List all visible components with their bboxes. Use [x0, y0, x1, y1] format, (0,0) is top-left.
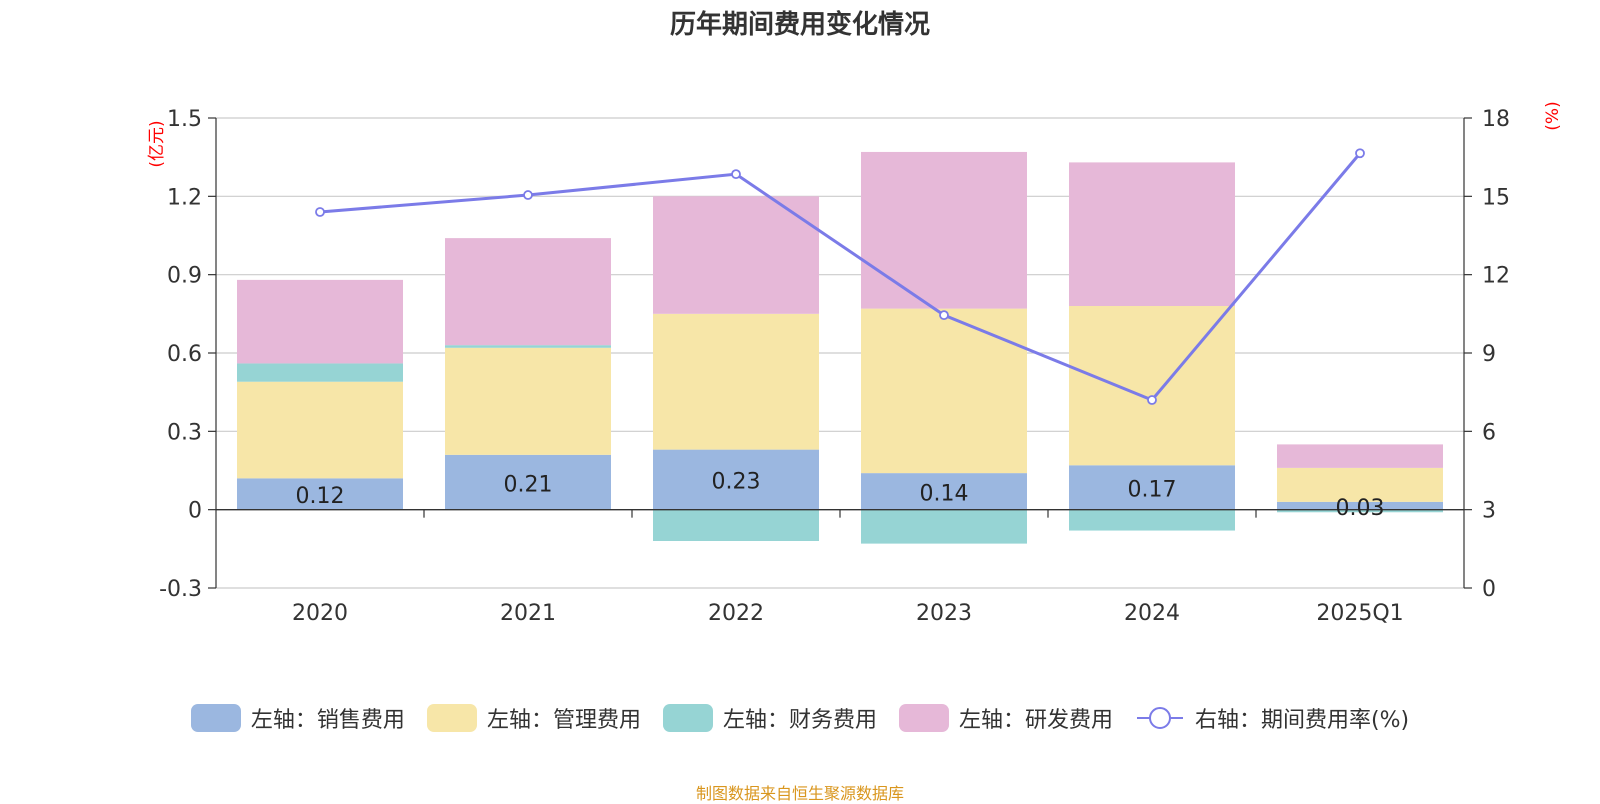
legend-item-rate[interactable]: 右轴：期间费用率(%) — [1135, 702, 1409, 734]
left-axis-tick-label: 0.3 — [167, 420, 202, 445]
bar-finance — [1069, 509, 1235, 531]
legend-swatch — [190, 704, 241, 732]
bar-admin — [445, 347, 611, 455]
right-axis-tick-label: 6 — [1482, 420, 1496, 445]
legend-item-sales[interactable]: 左轴：销售费用 — [190, 702, 405, 734]
right-axis-tick-label: 12 — [1482, 264, 1510, 289]
bar-rd — [1277, 444, 1443, 468]
bar-sales — [1069, 465, 1235, 510]
bar-sales — [445, 454, 611, 510]
chart-title: 历年期间费用变化情况 — [669, 10, 930, 40]
x-axis-category-label: 2025Q1 — [1316, 601, 1403, 626]
legend-line-icon — [1136, 707, 1183, 729]
labels: 0.12 0.21 0.23 0.14 0.17 0.03 — [296, 470, 1385, 521]
legend-item-rd[interactable]: 左轴：研发费用 — [898, 702, 1113, 734]
data-label-sales: 0.14 — [920, 481, 969, 506]
legend-label: 左轴：管理费用 — [486, 708, 641, 733]
data-label-sales: 0.21 — [504, 472, 553, 497]
data-label-sales: 0.17 — [1128, 477, 1177, 502]
bar-rd — [237, 279, 403, 364]
bar-rd — [861, 151, 1027, 309]
bar-sales — [237, 478, 403, 510]
bar-sales — [861, 473, 1027, 510]
legend-label: 右轴：期间费用率(%) — [1194, 708, 1410, 733]
legend-item-finance[interactable]: 左轴：财务费用 — [662, 702, 877, 734]
left-axis-tick-label: 1.5 — [167, 107, 202, 132]
right-axis-tick-label: 18 — [1482, 107, 1510, 132]
data-label-sales: 0.23 — [712, 470, 761, 495]
left-axis-tick-label: 1.2 — [167, 185, 202, 210]
bar-finance — [237, 363, 403, 382]
x-axis-category-label: 2021 — [500, 601, 556, 626]
bar-sales — [1277, 501, 1443, 510]
bar-rd — [1069, 162, 1235, 306]
bar-rd — [653, 196, 819, 314]
rate-line-path — [319, 152, 1362, 402]
bar-admin — [653, 313, 819, 450]
legend-line-marker — [1148, 707, 1171, 729]
legend-label: 左轴：财务费用 — [722, 708, 877, 733]
right-axis-tick-label: 0 — [1482, 577, 1496, 602]
x-axis-category-label: 2020 — [292, 601, 348, 626]
bar-rd — [445, 238, 611, 346]
rate-point — [1147, 395, 1157, 405]
left-axis-tick-label: 0.6 — [167, 342, 202, 367]
data-label-sales: 0.12 — [296, 484, 345, 509]
legend-swatch — [426, 704, 477, 732]
bar-finance — [1277, 509, 1443, 513]
rate-point — [1355, 148, 1365, 159]
bar-admin — [237, 381, 403, 479]
x-axis-category-label: 2023 — [916, 601, 972, 626]
legend-label: 左轴：销售费用 — [250, 708, 405, 733]
x-axis-category-label: 2022 — [708, 601, 764, 626]
legend-item-admin[interactable]: 左轴：管理费用 — [426, 702, 641, 734]
x-axis-category-label: 2024 — [1124, 601, 1180, 626]
legend-label: 左轴：研发费用 — [958, 708, 1113, 733]
right-axis-tick-label: 9 — [1482, 342, 1496, 367]
left-axis-unit-label: (亿元) — [147, 120, 167, 167]
left-axis-tick-label: 0.9 — [167, 264, 202, 289]
left-axis-tick-label: 0 — [188, 499, 202, 524]
bar-admin — [861, 308, 1027, 474]
right-axis-unit-label: (%) — [1543, 101, 1563, 130]
axes: -0.3 0 0.3 0.6 0.9 1.2 1.5 0 3 6 9 12 15 18 (亿元) (%) 202… — [147, 101, 1563, 626]
bar-admin — [1277, 467, 1443, 502]
bar-finance — [445, 345, 611, 348]
bar-finance — [861, 509, 1027, 544]
legend-swatch — [662, 704, 713, 732]
data-label-sales: 0.03 — [1336, 496, 1385, 521]
bar-finance — [653, 509, 819, 541]
bar-sales — [653, 449, 819, 510]
rate-point — [523, 190, 533, 200]
left-axis-tick-label: -0.3 — [159, 577, 202, 602]
bars — [237, 151, 1443, 544]
rate-point — [939, 310, 949, 321]
legend: 左轴：销售费用 左轴：管理费用 左轴：财务费用 左轴：研发费用 右轴：期间费用率(%) — [0, 702, 1600, 734]
right-axis-tick-label: 15 — [1482, 185, 1510, 210]
rate-point — [731, 169, 741, 180]
source-note: 制图数据来自恒生聚源数据库 — [695, 784, 904, 803]
rate-point — [315, 207, 325, 217]
legend-swatch — [898, 704, 949, 732]
rate-line — [315, 148, 1365, 405]
right-axis-tick-label: 3 — [1482, 499, 1496, 524]
